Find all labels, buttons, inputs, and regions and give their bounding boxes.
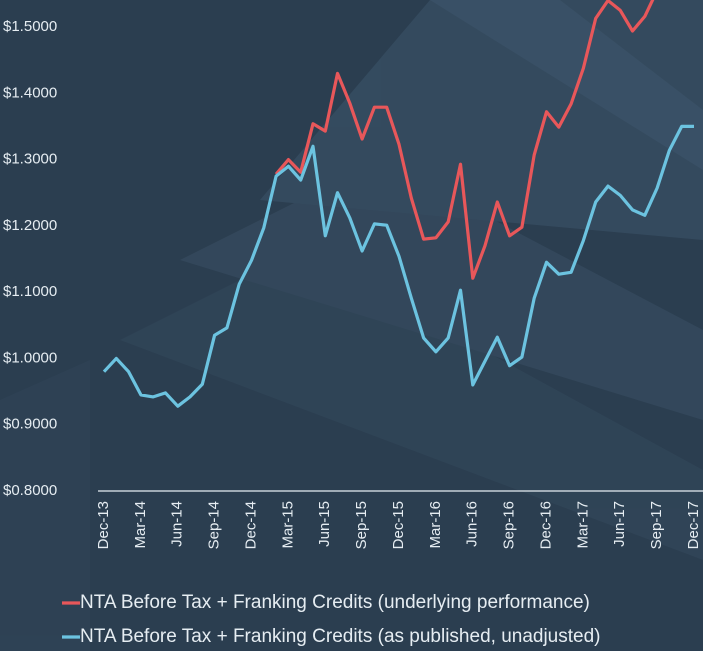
y-tick-label: $1.4000	[3, 84, 57, 101]
x-tick-label: Dec-13	[95, 501, 112, 549]
x-tick-label: Sep-17	[648, 501, 665, 549]
chart: $0.8000 $0.9000 $1.0000 $1.1000 $1.2000 $1.30…	[0, 0, 703, 651]
x-tick-label: Sep-15	[353, 501, 370, 549]
x-tick-label: Dec-14	[242, 501, 259, 549]
x-tick-label: Jun-14	[169, 501, 186, 547]
legend-label: NTA Before Tax + Franking Credits (as pu…	[80, 626, 601, 647]
legend-label: NTA Before Tax + Franking Credits (under…	[80, 592, 590, 613]
y-tick-label: $1.2000	[3, 217, 57, 234]
x-tick-label: Jun-15	[316, 501, 333, 547]
y-tick-label: $1.1000	[3, 283, 57, 300]
x-tick-label: Dec-15	[390, 501, 407, 549]
x-tick-label: Mar-16	[427, 501, 444, 549]
x-tick-label: Mar-17	[574, 501, 591, 549]
x-tick-label: Mar-15	[279, 501, 296, 549]
y-tick-label: $0.8000	[3, 482, 57, 499]
x-tick-label: Jun-17	[611, 501, 628, 547]
x-tick-label: Sep-16	[501, 501, 518, 549]
y-tick-label: $1.3000	[3, 151, 57, 168]
y-tick-label: $1.5000	[3, 18, 57, 35]
y-tick-label: $1.0000	[3, 349, 57, 366]
x-tick-label: Sep-14	[206, 501, 223, 549]
x-tick-label: Jun-16	[464, 501, 481, 547]
x-tick-label: Dec-17	[685, 501, 702, 549]
x-tick-label: Mar-14	[132, 501, 149, 549]
y-tick-label: $0.9000	[3, 416, 57, 433]
x-tick-label: Dec-16	[537, 501, 554, 549]
